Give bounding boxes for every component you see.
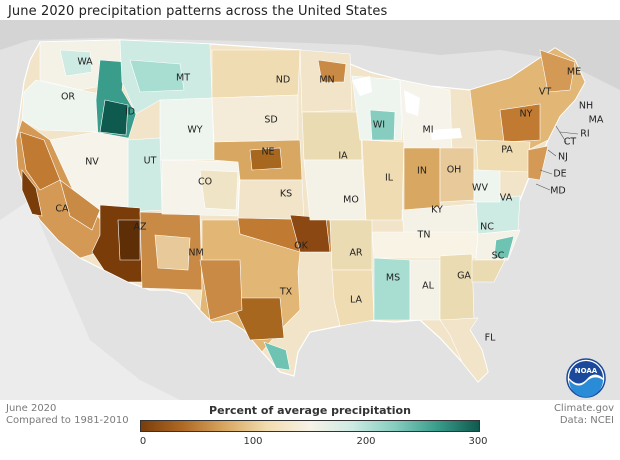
us-precipitation-map: WA OR ID MT ND MN ME VT NH MA RI CT NJ D… — [0, 20, 620, 400]
legend-tick-label: 100 — [243, 436, 263, 447]
state-label: DE — [553, 169, 566, 180]
state-label: MS — [386, 273, 400, 284]
state-label: ME — [567, 67, 581, 78]
footer-baseline: Compared to 1981-2010 — [6, 415, 129, 426]
state-label: TN — [417, 230, 431, 241]
state-label: KS — [280, 189, 292, 200]
state-label: TX — [279, 287, 293, 298]
state-label: ID — [125, 107, 135, 118]
precipitation-regions — [15, 39, 586, 383]
state-label: MN — [319, 75, 334, 86]
state-label: VT — [539, 87, 551, 98]
state-label: SC — [492, 251, 505, 262]
state-label: RI — [580, 129, 589, 140]
state-label: NE — [261, 147, 274, 158]
legend-title: Percent of average precipitation — [209, 404, 411, 417]
state-label: NC — [480, 222, 494, 233]
state-label: AR — [349, 248, 362, 259]
state-label: UT — [144, 156, 157, 167]
state-label: MI — [423, 125, 434, 136]
state-label: SD — [264, 115, 277, 126]
state-label: IA — [338, 151, 348, 162]
state-label: NY — [520, 109, 533, 120]
state-label: MA — [589, 115, 604, 126]
state-label: NV — [85, 157, 99, 168]
footer-date: June 2020 — [6, 403, 57, 414]
state-label: IN — [417, 166, 427, 177]
state-label: NM — [188, 248, 203, 259]
state-label: NJ — [558, 152, 568, 163]
legend-tick-label: 300 — [468, 436, 488, 447]
state-label: MT — [176, 73, 190, 84]
state-label: ND — [276, 75, 290, 86]
state-label: OR — [61, 92, 75, 103]
state-label: CA — [55, 204, 69, 215]
noaa-logo-icon: NOAA — [566, 358, 606, 402]
state-label: WA — [77, 57, 93, 68]
map-title: June 2020 precipitation patterns across … — [8, 4, 388, 19]
footer-left: June 2020 Compared to 1981-2010 — [6, 403, 129, 427]
legend-tick-label: 200 — [356, 436, 376, 447]
state-label: WI — [373, 120, 385, 131]
footer-source: Climate.gov — [553, 403, 614, 414]
state-labels: WA OR ID MT ND MN ME VT NH MA RI CT NJ D… — [55, 57, 603, 344]
state-label: KY — [431, 205, 443, 216]
state-label: PA — [501, 145, 513, 156]
state-label: WY — [187, 125, 202, 136]
state-label: OK — [294, 241, 308, 252]
state-label: OH — [447, 165, 462, 176]
state-label: IL — [385, 173, 394, 184]
legend-tick-label: 0 — [139, 436, 147, 447]
state-label: AL — [422, 281, 434, 292]
state-label: FL — [485, 333, 496, 344]
state-label: LA — [350, 295, 363, 306]
label-leader-lines — [535, 125, 579, 191]
state-label: NH — [579, 101, 593, 112]
state-label: MO — [343, 195, 359, 206]
legend-colorbar — [140, 420, 480, 432]
state-label: AZ — [133, 222, 146, 233]
noaa-logo-text: NOAA — [575, 367, 598, 375]
footer-right: Climate.gov Data: NCEI — [554, 403, 614, 427]
state-label: CO — [198, 177, 212, 188]
state-label: CT — [564, 137, 577, 148]
state-label: VA — [500, 193, 513, 204]
footer-data-credit: Data: NCEI — [559, 415, 614, 426]
state-label: MD — [550, 186, 566, 197]
state-label: GA — [457, 271, 471, 282]
state-label: WV — [472, 183, 488, 194]
